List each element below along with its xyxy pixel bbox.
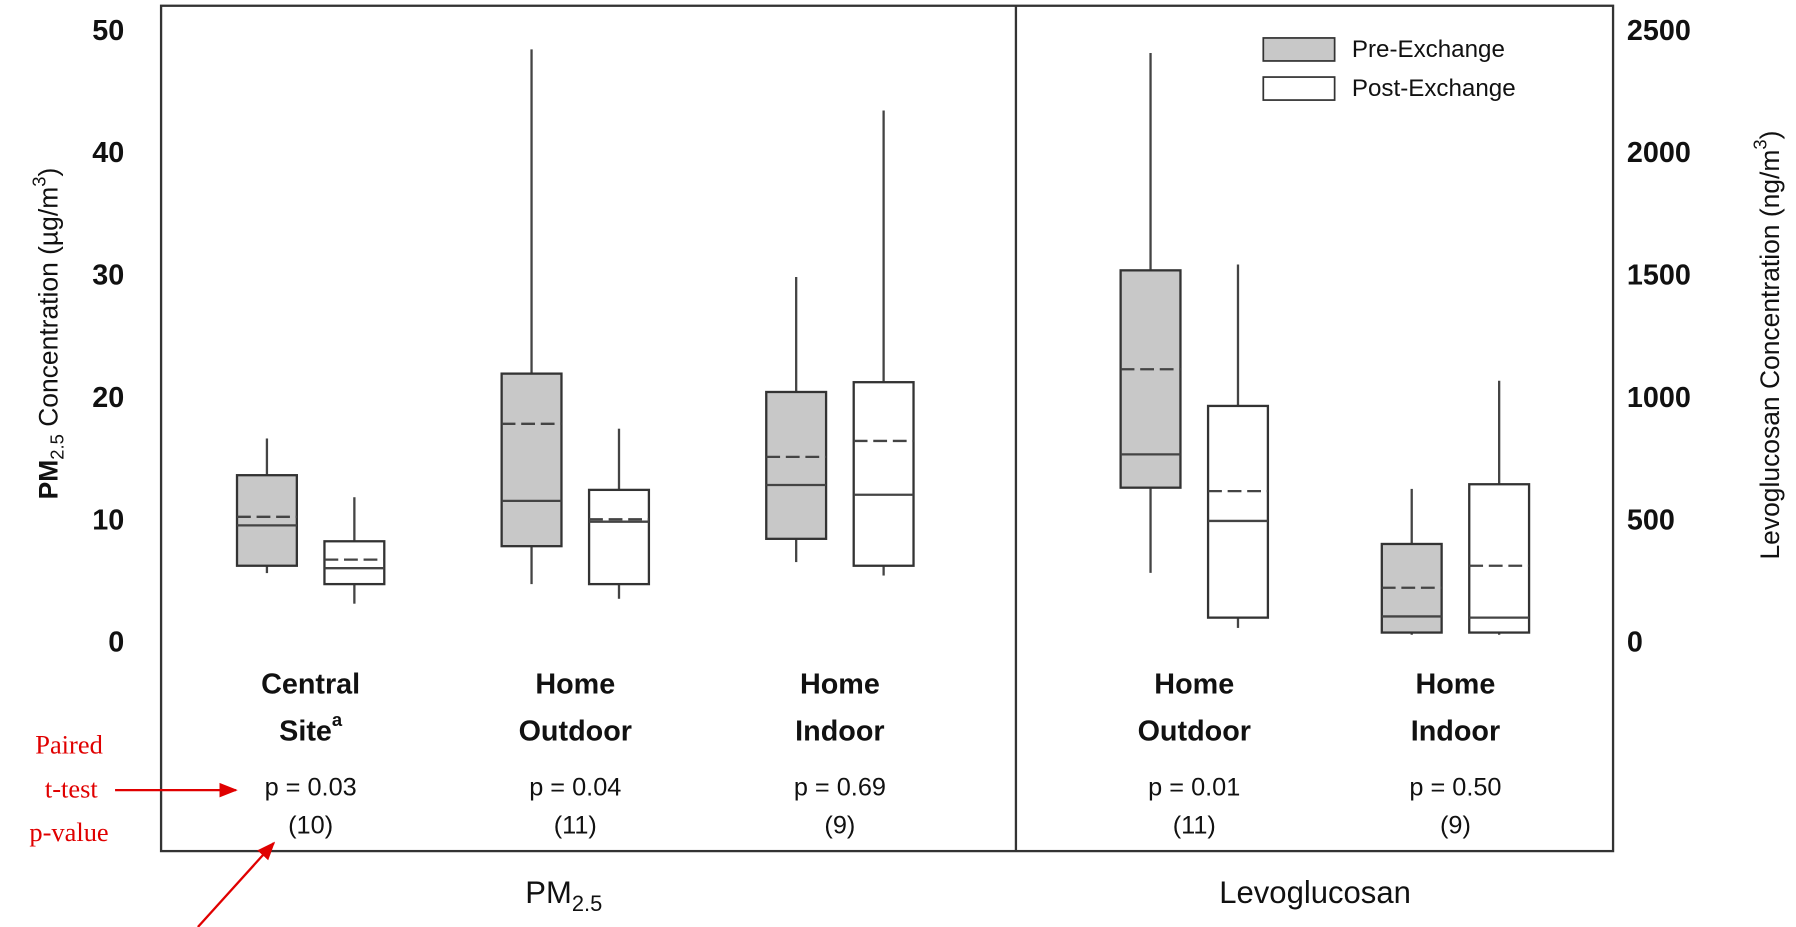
p-value: p = 0.69 — [794, 774, 886, 802]
sample-size: (9) — [824, 812, 855, 840]
group-label-line: Indoor — [1411, 715, 1500, 747]
box — [500, 372, 563, 548]
group-label: Sitea — [279, 709, 343, 747]
group-label-line: Home — [1154, 668, 1234, 700]
group-label: Home — [800, 668, 880, 700]
panel-title-text: Levoglucosan — [1219, 875, 1411, 910]
group-label-line: Indoor — [795, 715, 884, 747]
y2-axis-title-part: Levoglucosan Concentration (ng/m — [1755, 150, 1785, 560]
y2-tick-label: 2000 — [1627, 137, 1691, 169]
y2-tick-label: 500 — [1627, 504, 1675, 536]
group-label: Central — [261, 668, 360, 700]
group-label: Indoor — [795, 715, 884, 747]
plot-frame — [159, 4, 1615, 853]
panel-title-text: PM — [525, 875, 572, 910]
p-value: p = 0.04 — [529, 774, 621, 802]
group-label: Home — [1415, 668, 1495, 700]
y-axis-title-sub: 2.5 — [47, 434, 68, 460]
y2-tick-label: 0 — [1627, 627, 1643, 659]
group-label-line: Outdoor — [1138, 715, 1251, 747]
legend-label: Post-Exchange — [1352, 75, 1516, 102]
p-value: p = 0.03 — [265, 774, 357, 802]
box — [235, 474, 298, 567]
y2-tick-label: 1000 — [1627, 382, 1691, 414]
box — [765, 390, 828, 540]
y-tick-label: 40 — [92, 137, 124, 169]
panel-title: PM2.5 — [525, 875, 602, 916]
panel-title-sub: 2.5 — [572, 891, 602, 916]
sample-size: (10) — [288, 812, 333, 840]
y-tick-label: 30 — [92, 260, 124, 292]
group-label-line: Home — [1415, 668, 1495, 700]
y2-axis-title-sup: 3 — [1749, 139, 1770, 149]
group-label: Outdoor — [519, 715, 632, 747]
legend-label: Pre-Exchange — [1352, 36, 1505, 63]
box — [1119, 269, 1182, 489]
y-axis-title-part: Concentration (µg/m — [34, 187, 64, 434]
y-axis-title-part: ) — [34, 168, 64, 177]
annotation-arrow — [197, 841, 276, 927]
p-value: p = 0.01 — [1148, 774, 1240, 802]
y-tick-label: 10 — [92, 504, 124, 536]
group-label: Home — [535, 668, 615, 700]
annotation-text: Paired — [35, 730, 103, 760]
box — [587, 488, 651, 586]
group-label: Home — [1154, 668, 1234, 700]
y2-axis-title-part: ) — [1755, 131, 1785, 140]
legend-swatch — [1262, 76, 1336, 101]
box — [1206, 404, 1270, 619]
group-label-line: Home — [800, 668, 880, 700]
group-label-line: Home — [535, 668, 615, 700]
box — [1468, 483, 1531, 634]
y-tick-label: 20 — [92, 382, 124, 414]
y-tick-label: 50 — [92, 15, 124, 47]
annotation-text: t-test — [45, 773, 99, 803]
legend-swatch — [1262, 37, 1336, 62]
p-value: p = 0.50 — [1409, 774, 1501, 802]
group-label-line: Outdoor — [519, 715, 632, 747]
y2-tick-label: 2500 — [1627, 15, 1691, 47]
group-label: Indoor — [1411, 715, 1500, 747]
group-label-sup: a — [332, 709, 343, 730]
sample-size: (11) — [554, 812, 597, 840]
group-label-line: Central — [261, 668, 360, 700]
box — [323, 540, 386, 586]
y-axis-title-part: PM — [34, 460, 64, 500]
y-axis-title: PM2.5 Concentration (µg/m3) — [28, 168, 67, 500]
sample-size: (11) — [1173, 812, 1216, 840]
annotation-text: p-value — [29, 817, 108, 847]
panel-title: Levoglucosan — [1219, 875, 1411, 910]
y2-axis-title: Levoglucosan Concentration (ng/m3) — [1749, 131, 1784, 560]
box — [852, 381, 915, 567]
group-label: Outdoor — [1138, 715, 1251, 747]
group-label-line: Site — [279, 715, 332, 747]
y2-tick-label: 1500 — [1627, 260, 1691, 292]
y-tick-label: 0 — [108, 627, 124, 659]
y-axis-title-sup: 3 — [28, 177, 49, 187]
sample-size: (9) — [1440, 812, 1471, 840]
